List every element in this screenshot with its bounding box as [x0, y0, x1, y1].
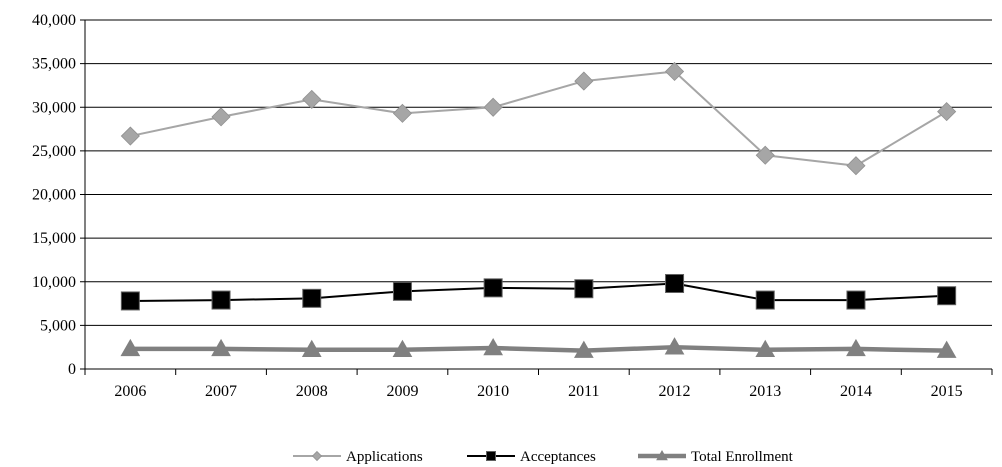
data-point-acceptances	[483, 278, 503, 298]
y-axis-ticks: 0 5,000 10,000 15,000 20,000 25,000 30,000 35,0…	[32, 12, 85, 378]
y-tick-label: 40,000	[32, 12, 76, 29]
legend-label: Applications	[346, 449, 423, 465]
data-point-acceptances	[120, 291, 140, 311]
data-point-applications	[120, 126, 140, 146]
y-tick-label: 35,000	[32, 56, 76, 73]
data-point-applications	[846, 156, 866, 176]
data-point-acceptances	[846, 290, 866, 310]
data-point-acceptances	[937, 286, 957, 306]
data-point-acceptances	[211, 290, 231, 310]
x-axis-ticks: 2006 2007 2008 2009 2010 2011 2012 2013 2014 2015	[84, 369, 993, 400]
data-point-applications	[302, 89, 322, 109]
x-tick-label: 2013	[749, 383, 781, 400]
data-point-applications	[483, 97, 503, 117]
x-tick-label: 2010	[477, 383, 509, 400]
x-tick-label: 2014	[840, 383, 872, 400]
series-acceptances	[120, 273, 957, 311]
data-point-total-enrollment	[755, 339, 776, 358]
series-line-total-enrollment	[130, 344, 947, 353]
legend-marker	[486, 451, 496, 461]
x-tick-label: 2006	[114, 383, 146, 400]
data-point-total-enrollment	[211, 338, 231, 357]
data-point-applications	[211, 107, 231, 127]
legend-marker	[311, 450, 323, 462]
legend-item-total-enrollment: Total Enrollment	[638, 449, 794, 465]
y-tick-label: 10,000	[32, 274, 76, 291]
data-point-total-enrollment	[392, 339, 413, 358]
data-point-total-enrollment	[846, 338, 866, 357]
legend-label: Total Enrollment	[691, 449, 794, 465]
data-point-applications	[755, 145, 775, 165]
x-tick-label: 2008	[296, 383, 328, 400]
data-point-acceptances	[392, 281, 412, 301]
data-point-acceptances	[302, 288, 322, 308]
y-tick-label: 25,000	[32, 143, 76, 160]
series-layer	[120, 61, 957, 358]
series-line-acceptances	[130, 282, 947, 302]
legend-item-applications: Applications	[293, 449, 423, 465]
data-point-applications	[574, 71, 594, 91]
legend-label: Acceptances	[520, 449, 596, 465]
data-point-applications	[664, 61, 685, 82]
gridlines	[85, 19, 992, 326]
data-point-total-enrollment	[301, 339, 322, 358]
data-point-applications	[937, 102, 957, 122]
y-tick-label: 0	[68, 361, 76, 378]
legend-item-acceptances: Acceptances	[467, 449, 596, 465]
x-tick-label: 2009	[386, 383, 418, 400]
y-tick-label: 5,000	[40, 317, 76, 334]
x-tick-label: 2012	[659, 383, 691, 400]
y-tick-label: 30,000	[32, 99, 76, 116]
data-point-applications	[392, 103, 413, 123]
x-tick-label: 2015	[931, 383, 963, 400]
data-point-total-enrollment	[483, 338, 504, 356]
data-point-total-enrollment	[936, 340, 957, 358]
y-tick-label: 20,000	[32, 187, 76, 204]
legend-marker	[656, 449, 668, 461]
series-line-applications	[130, 70, 948, 167]
x-tick-label: 2011	[568, 383, 599, 400]
data-point-acceptances	[665, 273, 685, 293]
legend: Applications Acceptances Total Enrollment	[293, 449, 794, 465]
series-applications	[120, 61, 957, 176]
data-point-acceptances	[574, 279, 594, 299]
y-tick-label: 15,000	[32, 230, 76, 247]
data-point-total-enrollment	[573, 340, 594, 358]
series-total-enrollment	[120, 337, 957, 358]
data-point-total-enrollment	[120, 338, 141, 357]
data-point-acceptances	[755, 290, 775, 310]
x-tick-label: 2007	[205, 383, 237, 400]
data-point-total-enrollment	[664, 337, 685, 355]
